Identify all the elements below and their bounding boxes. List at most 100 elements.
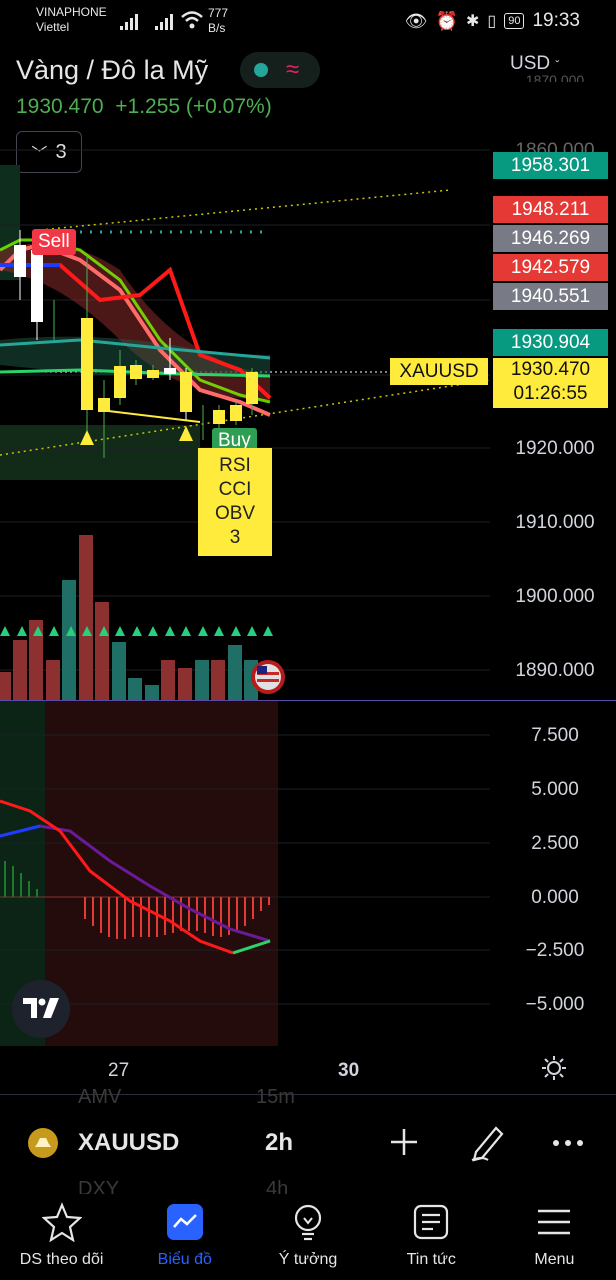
macd-line xyxy=(0,799,234,955)
price-axis-tick: 1920.000 xyxy=(515,438,595,459)
status-right: 👁 ⏰ ✱ ▯ 90 19:33 xyxy=(405,10,580,32)
settings-gear-icon[interactable] xyxy=(540,1054,568,1087)
macd-line xyxy=(232,939,271,955)
macd-histogram xyxy=(4,861,270,939)
battery-icon: 90 xyxy=(504,13,525,29)
nav-label: DS theo dõi xyxy=(19,1251,104,1268)
price-axis-tick: 1900.000 xyxy=(515,586,595,607)
macd-chart[interactable] xyxy=(0,701,490,1046)
price-axis-tick: 1890.000 xyxy=(515,660,595,681)
indicator-cci: CCI xyxy=(218,479,252,500)
pane-separator[interactable] xyxy=(0,700,616,701)
macd-signal-line xyxy=(0,824,41,838)
ma-line xyxy=(0,338,271,360)
indicator-count: 3 xyxy=(55,140,67,163)
axis-cut-label: 1860.000 xyxy=(515,140,595,152)
macd-axis-tick: 2.500 xyxy=(531,833,579,854)
net-speed: 777 B/s xyxy=(208,6,228,36)
current-symbol-tag: XAUUSD xyxy=(390,358,488,385)
clock: 19:33 xyxy=(532,10,580,31)
macd-signal-line xyxy=(0,824,271,943)
indicator-obv: OBV xyxy=(214,503,256,524)
current-price-value: 1930.470 xyxy=(510,359,591,380)
nav-label: Biểu đồ xyxy=(157,1251,212,1268)
nav-watchlist[interactable]: DS theo dõi xyxy=(0,1194,123,1280)
sell-signal-label: Sell xyxy=(32,229,76,255)
us-flag-icon[interactable] xyxy=(251,660,285,694)
gold-symbol-icon xyxy=(28,1128,58,1158)
macd-axis-tick: 7.500 xyxy=(531,725,579,746)
buy-triangle-icon xyxy=(80,430,94,445)
net-speed-value: 777 xyxy=(208,6,229,20)
price-axis-tick: 1910.000 xyxy=(515,512,595,533)
time-axis-tick: 30 xyxy=(338,1060,360,1081)
ghost-interval-above: 15m xyxy=(256,1086,295,1104)
add-icon[interactable] xyxy=(388,1126,420,1163)
carrier-2: Viettel xyxy=(36,20,70,34)
symbol-title[interactable]: Vàng / Đô la Mỹ xyxy=(16,55,209,85)
currency-select[interactable]: USD ˇ xyxy=(510,53,559,75)
nav-label: Tin tức xyxy=(406,1251,456,1268)
wifi-icon xyxy=(180,10,204,35)
nav-label: Menu xyxy=(534,1251,575,1268)
market-status-pill[interactable]: ≈ xyxy=(240,52,320,88)
trendline-lower xyxy=(0,379,490,456)
chevron-down-icon: ˇ xyxy=(555,58,560,72)
tradingview-logo-icon[interactable] xyxy=(12,980,70,1038)
market-open-dot-icon xyxy=(254,63,268,77)
price-change: +1.255 (+0.07%) xyxy=(115,95,272,118)
bottom-nav: DS theo dõi Biểu đồ Ý tưởng Tin tức Menu xyxy=(0,1194,616,1280)
current-price-tag: 1930.470 01:26:55 xyxy=(493,358,608,408)
ghost-interval-below: 4h xyxy=(266,1178,289,1194)
price-tag: 1930.904 xyxy=(493,329,608,356)
price-tag: 1940.551 xyxy=(493,283,608,310)
macd-axis-tick: −2.500 xyxy=(525,940,585,961)
bar-countdown: 01:26:55 xyxy=(513,383,588,404)
lightbulb-icon xyxy=(294,1204,322,1241)
wave-icon: ≈ xyxy=(286,56,300,83)
candles xyxy=(14,230,258,458)
nav-ideas[interactable]: Ý tưởng xyxy=(246,1194,369,1280)
carrier-info: VINAPHONE Viettel xyxy=(36,5,107,35)
interval-selector[interactable]: 2h xyxy=(265,1129,294,1156)
menu-icon xyxy=(538,1209,571,1235)
nav-news[interactable]: Tin tức xyxy=(370,1194,493,1280)
symbol-selector[interactable]: XAUUSD xyxy=(78,1129,180,1156)
gridlines xyxy=(0,734,490,1005)
time-axis-tick: 27 xyxy=(108,1060,130,1081)
price-tag: 1958.301 xyxy=(493,152,608,179)
last-price: 1930.470 xyxy=(16,95,104,118)
divider xyxy=(0,1094,616,1095)
signal-icon xyxy=(120,12,180,37)
price-tag: 1946.269 xyxy=(493,225,608,252)
macd-axis-tick: 0.000 xyxy=(531,887,579,908)
ma-line xyxy=(0,238,271,404)
nav-menu[interactable]: Menu xyxy=(493,1194,616,1280)
volume-signal-triangles xyxy=(0,626,273,636)
alarm-icon: ⏰ xyxy=(435,10,458,31)
nav-chart[interactable]: Biểu đồ xyxy=(123,1194,246,1280)
more-options-icon[interactable] xyxy=(552,1130,586,1161)
news-icon xyxy=(414,1204,449,1240)
net-speed-unit: B/s xyxy=(208,21,226,35)
bluetooth-icon: ✱ xyxy=(465,13,480,30)
price-chart[interactable] xyxy=(0,140,490,700)
ghost-symbol-below: DXY xyxy=(78,1178,120,1194)
currency-label: USD xyxy=(510,53,551,74)
zone-bg xyxy=(45,701,278,1046)
price-tag: 1942.579 xyxy=(493,254,608,281)
volume-bars xyxy=(0,535,258,700)
eye-icon: 👁 xyxy=(404,10,428,31)
ma-line xyxy=(0,242,271,417)
indicator-legend-box[interactable]: RSI CCI OBV 3 xyxy=(198,448,272,556)
ma-line xyxy=(99,409,201,423)
axis-cut-label: 1870.000 xyxy=(525,72,585,82)
trendline-upper xyxy=(39,189,451,231)
chart-icon xyxy=(166,1204,203,1240)
ghost-symbol-above: AMV xyxy=(78,1086,122,1104)
ma-line xyxy=(0,263,272,400)
nav-label: Ý tưởng xyxy=(278,1251,338,1268)
drawing-pencil-icon[interactable] xyxy=(468,1122,506,1167)
macd-axis-tick: −5.000 xyxy=(525,994,585,1015)
zone-bg xyxy=(0,425,200,480)
